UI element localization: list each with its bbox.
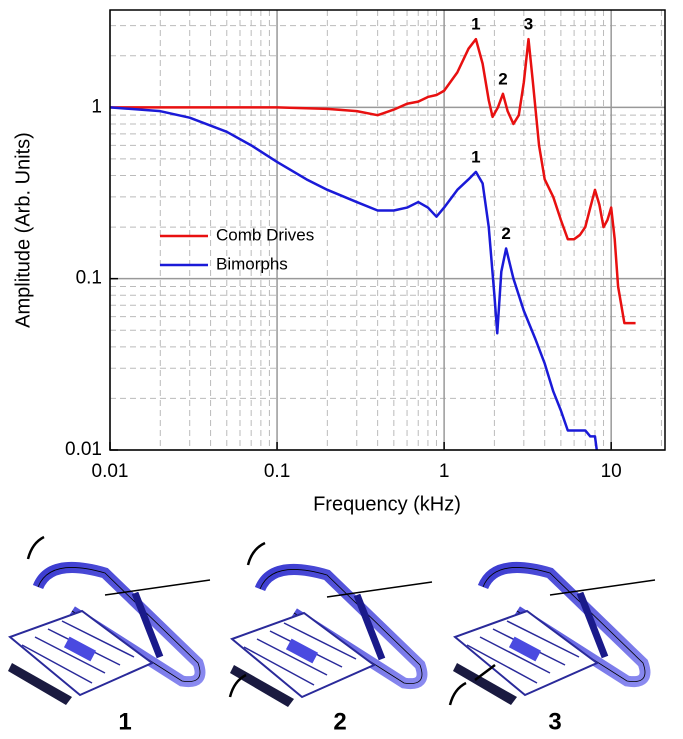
plot-frame (109, 9, 666, 451)
panel-label: 3 (548, 708, 561, 735)
mode-1-diagram (8, 567, 210, 705)
arrow (246, 541, 266, 566)
annotation: 3 (524, 15, 533, 34)
series-line (109, 106, 599, 451)
arrow (448, 681, 467, 706)
annotation: 1 (471, 147, 480, 166)
x-axis-label: Frequency (kHz) (313, 493, 461, 515)
legend-label: Bimorphs (216, 254, 288, 273)
y-tick-label: 1 (91, 96, 102, 117)
annotation: 2 (498, 69, 507, 88)
x-tick-label: 0.01 (92, 461, 129, 482)
x-tick-label: 10 (601, 461, 622, 482)
annotation: 1 (471, 15, 480, 34)
mode-2-diagram (230, 569, 432, 707)
arrow (26, 535, 45, 560)
annotation: 2 (501, 224, 510, 243)
legend-label: Comb Drives (216, 225, 314, 244)
y-tick-label: 0.1 (76, 268, 102, 289)
y-tick-label: 0.01 (65, 439, 102, 460)
series-line (110, 37, 636, 325)
mode-illustrations: 1 2 3 (0, 535, 683, 735)
panel-label: 2 (333, 708, 346, 735)
arrow (228, 673, 247, 698)
panel-label: 1 (118, 708, 131, 735)
chart: Frequency (kHz) Amplitude (Arb. Units) 0… (12, 9, 666, 515)
mode-3-diagram (453, 567, 655, 705)
arrow (474, 664, 496, 681)
x-tick-label: 0.1 (264, 461, 290, 482)
x-tick-label: 1 (439, 461, 450, 482)
y-axis-label: Amplitude (Arb. Units) (12, 132, 34, 328)
